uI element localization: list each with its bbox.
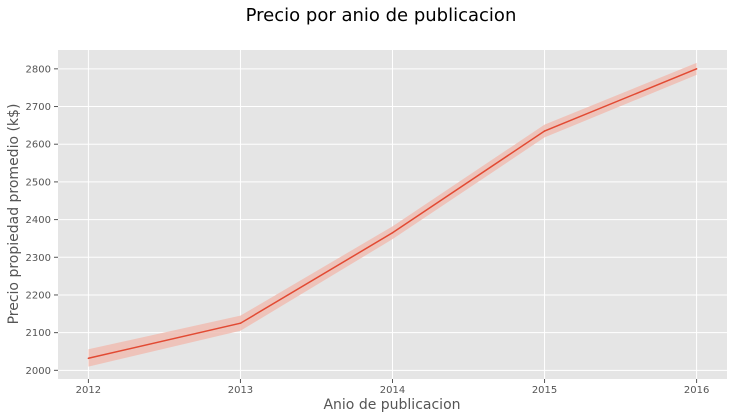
y-tick-label: 2000	[26, 366, 51, 377]
data-point	[87, 357, 90, 360]
x-axis-ticks: 2012 2013 2014 2015 2016	[76, 379, 709, 396]
x-tick-label: 2013	[228, 385, 253, 396]
x-tick-label: 2012	[76, 385, 101, 396]
data-point	[239, 322, 242, 325]
y-tick-label: 2700	[26, 102, 51, 113]
data-point	[695, 68, 698, 70]
y-tick-label: 2800	[26, 64, 51, 75]
y-tick-label: 2600	[26, 140, 51, 151]
y-tick-label: 2400	[26, 215, 51, 226]
data-point	[391, 231, 394, 234]
y-tick-label: 2100	[26, 328, 51, 339]
y-tick-label: 2500	[26, 177, 51, 188]
y-axis-label: Precio propiedad promedio (k$)	[6, 104, 22, 325]
y-axis-ticks: 2000 2100 2200 2300 2400 2500 2600 2700 2800	[26, 64, 58, 377]
chart-title: Precio por anio de publicacion	[246, 5, 517, 26]
data-point	[543, 130, 546, 132]
y-tick-label: 2300	[26, 253, 51, 264]
x-tick-label: 2016	[684, 385, 709, 396]
y-tick-label: 2200	[26, 290, 51, 301]
x-axis-label: Anio de publicacion	[323, 397, 460, 413]
series-lines	[87, 68, 698, 360]
x-tick-label: 2015	[532, 385, 557, 396]
x-tick-label: 2014	[380, 385, 405, 396]
grid-lines	[58, 50, 727, 379]
